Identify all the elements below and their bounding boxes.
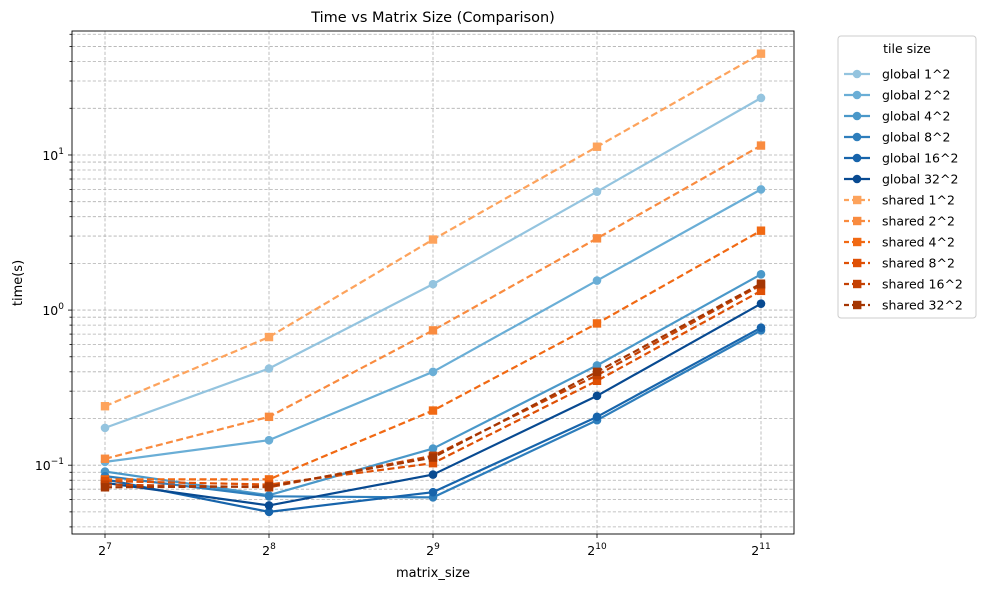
data-point	[264, 332, 274, 342]
data-point	[592, 361, 602, 370]
data-point	[592, 391, 602, 401]
legend-marker	[853, 216, 862, 226]
y-axis-label: time(s)	[11, 260, 26, 306]
data-point	[428, 406, 438, 415]
data-point	[428, 367, 438, 377]
legend-label: global 16^2	[882, 151, 958, 166]
legend-marker	[853, 300, 862, 310]
y-tick-label: 10−1	[35, 457, 64, 473]
legend-label: shared 8^2	[882, 256, 955, 271]
x-tick-label: 210	[587, 542, 607, 558]
legend-label: shared 4^2	[882, 235, 955, 250]
grid	[72, 31, 794, 534]
data-point	[756, 93, 766, 103]
data-point	[592, 412, 602, 422]
legend-label: global 32^2	[882, 172, 958, 187]
data-point	[592, 319, 602, 328]
x-tick-label: 211	[751, 542, 770, 558]
data-point	[428, 444, 438, 453]
data-point	[592, 234, 602, 243]
chart-title: Time vs Matrix Size (Comparison)	[310, 10, 555, 26]
data-point	[100, 454, 110, 463]
data-point	[592, 142, 602, 151]
series-markers	[100, 49, 766, 517]
legend-title: tile size	[883, 41, 931, 56]
legend-marker	[852, 90, 862, 100]
x-tick-label: 29	[426, 542, 440, 558]
data-point	[756, 286, 766, 296]
x-tick-label: 27	[98, 542, 112, 558]
legend-box	[837, 35, 977, 319]
data-point	[592, 187, 602, 196]
data-point	[100, 483, 110, 492]
legend-marker	[853, 195, 862, 205]
legend-marker	[852, 111, 862, 121]
data-point	[264, 364, 274, 373]
legend-marker	[853, 258, 862, 268]
data-point	[428, 487, 438, 497]
legend-marker	[852, 132, 862, 142]
data-point	[756, 279, 766, 288]
data-point	[100, 402, 110, 411]
data-point	[756, 141, 766, 150]
data-point	[264, 482, 274, 491]
legend-marker	[852, 153, 862, 163]
data-point	[592, 276, 602, 285]
legend-marker	[853, 237, 862, 247]
data-point	[756, 49, 766, 58]
legend-label: shared 32^2	[882, 298, 963, 313]
data-point	[264, 507, 274, 517]
data-point	[592, 367, 602, 377]
legend-label: shared 1^2	[882, 193, 955, 208]
data-point	[756, 185, 766, 194]
data-point	[428, 470, 438, 479]
x-tick-label: 28	[262, 542, 276, 558]
legend-label: global 1^2	[882, 67, 950, 82]
y-tick-label: 101	[42, 147, 64, 163]
data-point	[428, 453, 438, 462]
data-point	[264, 435, 274, 445]
legend-marker	[853, 279, 862, 289]
data-point	[264, 412, 274, 422]
data-point	[264, 492, 274, 501]
y-axis-ticks: 10−1 100 101	[35, 33, 72, 528]
legend-label: global 4^2	[882, 109, 950, 124]
legend-marker	[852, 174, 862, 184]
data-point	[756, 270, 766, 279]
data-point	[756, 323, 766, 332]
data-point	[428, 279, 438, 289]
data-point	[100, 423, 110, 433]
data-point	[592, 376, 602, 385]
legend-label: global 2^2	[882, 88, 950, 103]
data-point	[264, 501, 274, 510]
legend-label: shared 2^2	[882, 214, 955, 229]
data-point	[264, 475, 274, 484]
x-axis-ticks: 27 28 29 210 211	[98, 534, 771, 558]
legend: tile size global 1^2 global 2^2 global 4^2 g…	[837, 35, 977, 319]
data-point	[756, 226, 766, 235]
data-point	[428, 235, 438, 244]
legend-label: global 8^2	[882, 130, 950, 145]
x-axis-label: matrix_size	[396, 566, 470, 581]
data-point	[428, 458, 438, 468]
y-tick-label: 100	[42, 302, 64, 318]
data-point	[756, 299, 766, 308]
data-point	[428, 326, 438, 335]
legend-marker	[852, 69, 862, 79]
legend-label: shared 16^2	[882, 277, 963, 292]
